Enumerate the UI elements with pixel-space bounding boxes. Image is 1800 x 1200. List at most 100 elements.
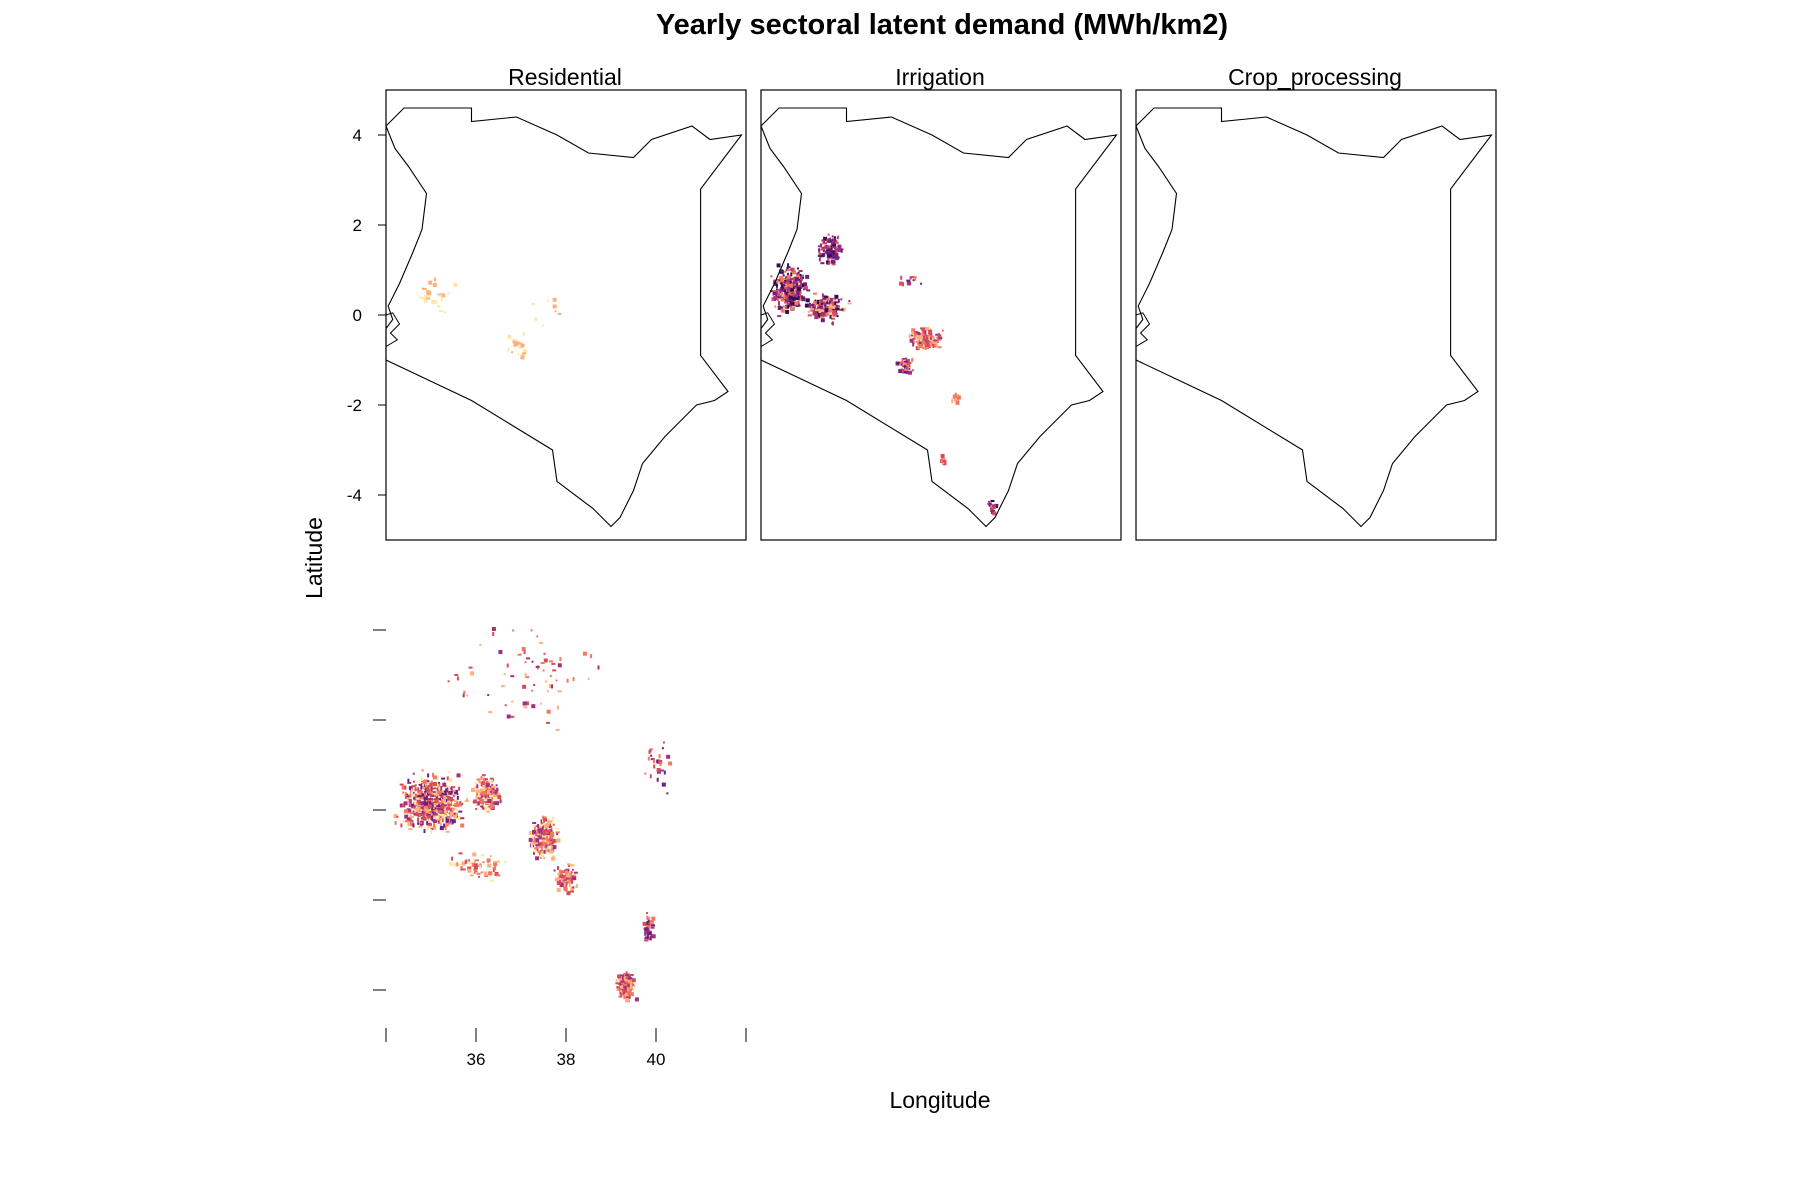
raster-cell [420, 822, 423, 825]
raster-cell [435, 794, 440, 797]
raster-cell [538, 837, 543, 840]
raster-cell [780, 287, 785, 292]
raster-cell [821, 302, 823, 305]
raster-cell [832, 298, 837, 301]
raster-cell [436, 805, 441, 808]
raster-cell [954, 397, 957, 402]
raster-cell [901, 358, 904, 362]
raster-cell [540, 662, 545, 664]
raster-cell [535, 838, 538, 843]
raster-cell [838, 305, 840, 309]
raster-cell [451, 819, 456, 824]
raster-cell [453, 862, 458, 867]
raster-cell [829, 239, 833, 242]
raster-cell [417, 800, 420, 805]
raster-cell [436, 799, 439, 804]
raster-cell [787, 292, 790, 297]
raster-cell [553, 839, 558, 841]
raster-cell [552, 845, 555, 850]
raster-cell [415, 797, 420, 800]
raster-cell [522, 331, 525, 336]
raster-cell [495, 789, 498, 794]
raster-cell [570, 886, 575, 891]
raster-cell [646, 912, 648, 915]
raster-cell [422, 816, 427, 821]
raster-cell [522, 352, 526, 355]
raster-cell [925, 326, 930, 331]
raster-cell [799, 275, 802, 280]
raster-cell [826, 260, 829, 265]
raster-cell [547, 842, 550, 845]
raster-cell [507, 334, 512, 339]
raster-cell [451, 790, 456, 795]
raster-cell [427, 800, 430, 803]
raster-cell [563, 877, 566, 880]
raster-cell [661, 747, 664, 750]
raster-cell [447, 291, 450, 294]
raster-cell [786, 301, 789, 304]
raster-cell [416, 802, 419, 805]
raster-cell [475, 870, 478, 873]
raster-cell [472, 852, 477, 857]
raster-cell [813, 292, 817, 295]
raster-cell [778, 301, 780, 306]
raster-cell [542, 841, 547, 846]
raster-cell [492, 866, 495, 869]
raster-cell [524, 701, 529, 706]
raster-cell [524, 673, 527, 678]
raster-cell [821, 311, 826, 316]
raster-cell [408, 786, 411, 791]
raster-cell [824, 303, 827, 308]
raster-cell [428, 280, 433, 285]
raster-cell [413, 780, 415, 783]
raster-cell [426, 782, 430, 787]
raster-cell [781, 291, 783, 296]
raster-cell [524, 661, 527, 664]
raster-cell [922, 328, 925, 333]
raster-cell [540, 853, 545, 858]
raster-cell [551, 662, 556, 665]
raster-cell [909, 276, 914, 279]
raster-cell [557, 690, 562, 693]
raster-cell [794, 281, 797, 284]
raster-cell [933, 341, 938, 344]
raster-cell [544, 845, 547, 848]
raster-cell [648, 749, 651, 754]
raster-cell [825, 306, 830, 308]
raster-cell [819, 307, 824, 310]
raster-cell [834, 294, 839, 299]
raster-cell [658, 754, 661, 759]
raster-cell [817, 254, 822, 257]
raster-cell [570, 871, 573, 874]
raster-cell [407, 778, 410, 783]
raster-cell [546, 841, 549, 844]
raster-cell [782, 305, 787, 308]
raster-cell [831, 322, 834, 325]
raster-cell [430, 796, 435, 799]
raster-cell [473, 799, 478, 804]
raster-cell [813, 305, 816, 310]
raster-cell [831, 304, 836, 309]
raster-cell [552, 856, 555, 859]
raster-cell [529, 831, 532, 835]
raster-cell [497, 860, 500, 863]
raster-cell [628, 977, 633, 980]
raster-cell [443, 807, 448, 812]
raster-cell [531, 704, 536, 709]
raster-cell [538, 641, 543, 644]
raster-cell [823, 312, 828, 317]
raster-cell [433, 815, 438, 818]
raster-cell [429, 798, 433, 801]
raster-cell [436, 778, 439, 781]
raster-cell [797, 267, 799, 270]
raster-cell [840, 248, 843, 253]
raster-cell [477, 801, 480, 806]
raster-cell [549, 675, 552, 677]
panel-residential [385, 89, 747, 541]
raster-cell [437, 801, 442, 804]
raster-cell [630, 980, 633, 984]
raster-cell [935, 333, 940, 336]
raster-cell [785, 291, 788, 296]
raster-cell [793, 293, 798, 298]
raster-cell [432, 775, 437, 780]
